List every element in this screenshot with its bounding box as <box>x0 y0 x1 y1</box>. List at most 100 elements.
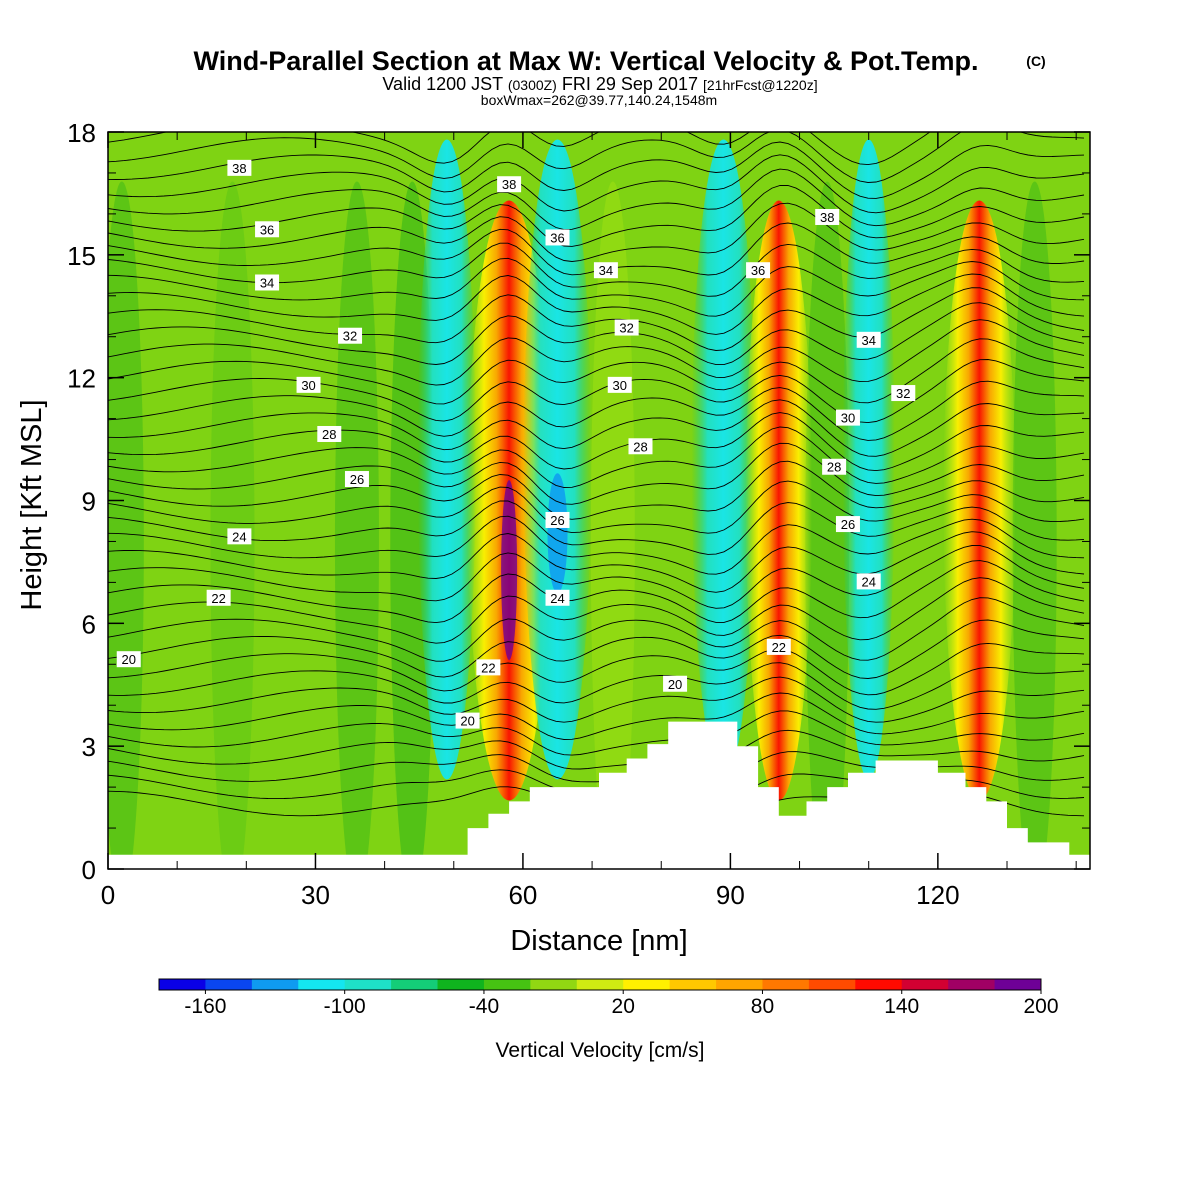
theta-contour-line <box>108 577 1085 644</box>
x-tick-label: 0 <box>101 880 115 910</box>
theta-contour-label: 32 <box>614 319 639 336</box>
theta-contour-label: 24 <box>227 528 252 545</box>
updraft-band <box>943 200 1016 801</box>
colorbar-swatch <box>437 979 485 990</box>
theta-contour-line <box>108 141 1085 199</box>
theta-label-text: 36 <box>751 263 765 278</box>
theta-contour-line <box>108 202 1085 262</box>
theta-contour-line <box>108 287 1085 351</box>
colorbar-swatch <box>344 979 392 990</box>
subtitle-utc: (0300Z) <box>508 77 557 93</box>
theta-contour-label: 34 <box>856 331 881 348</box>
theta-contour-label: 34 <box>593 262 618 279</box>
theta-label-box <box>545 229 570 246</box>
theta-label-box <box>891 385 916 402</box>
y-tick-label: 3 <box>82 732 96 762</box>
theta-contour-label: 30 <box>296 376 321 393</box>
theta-label-box <box>835 516 860 533</box>
theta-label-text: 32 <box>619 321 633 336</box>
theta-contour-line <box>108 545 1085 609</box>
colorbar-swatch <box>994 979 1042 990</box>
colorbar-tick-label: -40 <box>469 995 499 1018</box>
theta-label-box <box>822 458 847 475</box>
theta-label-text: 36 <box>260 222 274 237</box>
colorbar-swatch <box>669 979 717 990</box>
theta-contour-label: 36 <box>746 262 771 279</box>
theta-label-text: 20 <box>122 652 136 667</box>
theta-label-text: 38 <box>232 161 246 176</box>
chart-subtitle-2: boxWmax=262@39.77,140.24,1548m <box>481 92 717 108</box>
field-shade <box>334 181 379 869</box>
theta-label-box <box>766 638 791 655</box>
theta-contour-line <box>108 132 1085 183</box>
theta-label-text: 22 <box>211 591 225 606</box>
theta-contour-label: 36 <box>545 229 570 246</box>
theta-contour-label: 26 <box>835 516 860 533</box>
colorbar-swatch <box>205 979 253 990</box>
y-tick-label: 18 <box>67 118 96 148</box>
theta-contour-label: 24 <box>545 589 570 606</box>
theta-label-text: 24 <box>550 591 564 606</box>
colorbar-swatch <box>808 979 856 990</box>
colorbar-tick-label: -160 <box>184 995 226 1018</box>
theta-label-text: 28 <box>322 427 336 442</box>
theta-label-box <box>628 438 653 455</box>
theta-contour-line <box>108 412 1085 472</box>
theta-contour-line <box>108 515 1085 575</box>
colorbar-swatch <box>576 979 624 990</box>
colorbar-tick-label: -100 <box>324 995 366 1018</box>
theta-label-text: 28 <box>633 439 647 454</box>
theta-label-box <box>476 659 501 676</box>
colorbar-tick-label: 140 <box>884 995 919 1018</box>
downdraft-band <box>691 139 756 780</box>
theta-label-box <box>607 376 632 393</box>
subtitle-main: Valid 1200 JST <box>382 74 503 94</box>
theta-contour-line <box>108 692 1085 740</box>
theta-label-box <box>593 262 618 279</box>
y-tick-label: 15 <box>67 241 96 271</box>
theta-contour-line <box>108 531 1085 593</box>
theta-label-box <box>545 589 570 606</box>
chart-subtitle: Valid 1200 JST (0300Z) FRI 29 Sep 2017 [… <box>382 74 817 94</box>
field-shade <box>210 181 255 869</box>
theta-contour-label: 32 <box>891 385 916 402</box>
theta-label-box <box>746 262 771 279</box>
theta-contour-label: 28 <box>317 425 342 442</box>
field-shade <box>108 181 144 869</box>
theta-label-box <box>227 528 252 545</box>
x-tick-label: 120 <box>916 880 959 910</box>
theta-label-text: 24 <box>232 529 246 544</box>
theta-contour-label: 30 <box>835 409 860 426</box>
theta-contour-label: 20 <box>455 712 480 729</box>
colorbar-label: Vertical Velocity [cm/s] <box>496 1039 705 1062</box>
x-tick-label: 30 <box>301 880 330 910</box>
theta-contour-label: 32 <box>338 327 363 344</box>
downdraft-core <box>547 473 568 594</box>
colorbar-swatch <box>483 979 531 990</box>
theta-contour-label: 24 <box>856 573 881 590</box>
theta-label-box <box>255 221 280 238</box>
subtitle-date: FRI 29 Sep 2017 <box>562 74 698 94</box>
theta-label-box <box>338 327 363 344</box>
theta-contour-line <box>108 168 1085 231</box>
y-tick-label: 6 <box>82 609 96 639</box>
chart-title-mark: (C) <box>1026 53 1045 69</box>
theta-contour-line <box>108 597 1085 662</box>
theta-label-box <box>227 159 252 176</box>
theta-contour-line <box>108 426 1085 488</box>
theta-label-box <box>815 208 840 225</box>
colorbar-tick-label: 80 <box>751 995 774 1018</box>
y-tick-label: 9 <box>82 487 96 517</box>
theta-label-box <box>663 675 688 692</box>
theta-label-text: 26 <box>550 513 564 528</box>
y-axis-label: Height [Kft MSL] <box>16 399 48 610</box>
colorbar-swatch <box>530 979 578 990</box>
theta-contour-line <box>108 676 1085 723</box>
theta-contour-label: 28 <box>628 438 653 455</box>
theta-contour-line <box>108 132 931 166</box>
theta-contour-label: 28 <box>822 458 847 475</box>
theta-contour-line <box>108 729 1085 770</box>
theta-contour-label: 22 <box>476 659 501 676</box>
y-tick-label: 12 <box>67 364 96 394</box>
theta-label-box <box>856 573 881 590</box>
